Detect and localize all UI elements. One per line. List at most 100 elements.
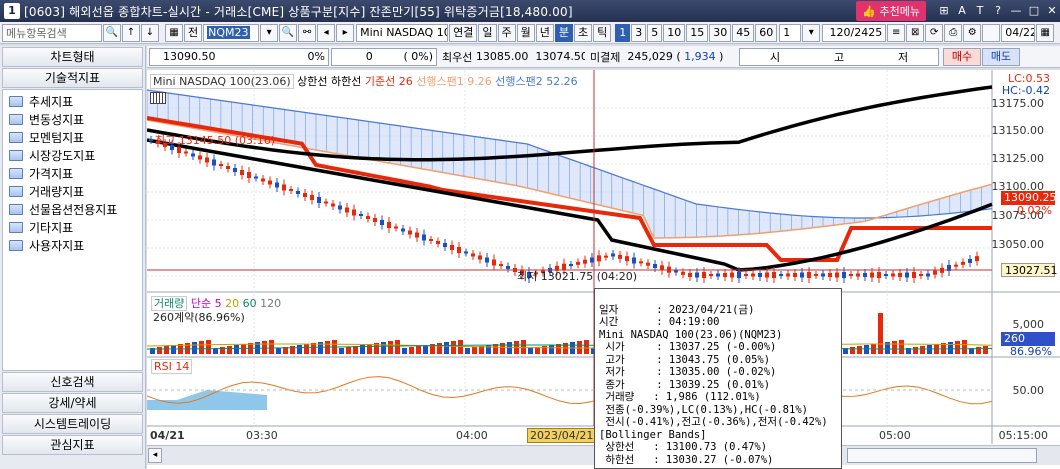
signal-search-button[interactable]: 신호검색 (2, 372, 143, 392)
tree-item-price[interactable]: 가격지표 (3, 164, 142, 182)
symbol-code-text: NQM23 (207, 26, 250, 39)
watch-indicator-button[interactable]: 관심지표 (2, 435, 143, 455)
tree-item-trend[interactable]: 추세지표 (3, 92, 142, 110)
count-field[interactable]: 120/2425 (822, 23, 887, 42)
current-price-box: 13090.25 (1001, 191, 1057, 205)
candle-body (919, 274, 923, 276)
candle-body (240, 170, 244, 175)
interval-30[interactable]: 30 (709, 23, 732, 42)
volume-bar (500, 343, 505, 354)
maximize-icon[interactable]: □ (1028, 4, 1040, 17)
legend-symbol: Mini NASDAQ 100(23.06) (150, 74, 294, 89)
tooltip-line: 종가 : 13039.25 (0.01%) (599, 378, 771, 391)
crosshair-time-box: 2023/04/21( (527, 428, 601, 443)
scroll-thumb[interactable] (847, 448, 1037, 463)
tooltip-line: 시간 : 04:19:00 (599, 316, 720, 328)
candle-body (226, 166, 230, 169)
volume-bar (213, 348, 218, 354)
y-tick: 13125.00 (991, 152, 1045, 165)
bull-bear-button[interactable]: 강세/약세 (2, 393, 143, 413)
list-icon[interactable]: ≡ (887, 23, 906, 42)
arrow-up-icon[interactable]: ↑ (122, 23, 140, 42)
interval-select[interactable]: 1 (779, 23, 802, 42)
tech-indicator-button[interactable]: 기술적지표 (2, 68, 143, 88)
system-trading-button[interactable]: 시스템트레이딩 (2, 414, 143, 434)
font-size-icon[interactable]: A (958, 4, 966, 17)
chart-area[interactable]: Mini NASDAQ 100(23.06) 상한선 하한선 기준선 26 선행… (147, 70, 1060, 469)
candle-body (506, 266, 510, 269)
pin-icon[interactable]: T (976, 4, 984, 17)
interval-1[interactable]: 1 (615, 23, 631, 42)
sell-button[interactable]: 매도 (982, 47, 1020, 66)
candle-body (604, 255, 608, 258)
period-month[interactable]: 월 (516, 23, 535, 42)
period-day[interactable]: 일 (478, 23, 497, 42)
tree-item-momentum[interactable]: 모멘텀지표 (3, 128, 142, 146)
recommend-menu-button[interactable]: 👍 추천메뉴 (856, 1, 926, 21)
buy-button[interactable]: 매수 (943, 47, 981, 66)
tree-item-market-strength[interactable]: 시장강도지표 (3, 146, 142, 164)
period-tick[interactable]: 틱 (593, 23, 612, 42)
interval-3[interactable]: 3 (631, 23, 647, 42)
zoom-icon[interactable]: ⊠ (906, 23, 925, 42)
print-icon[interactable]: ⎙ (944, 23, 963, 42)
chart-type-button[interactable]: 차트형태 (2, 47, 143, 67)
search-icon[interactable]: 🔍 (103, 23, 121, 42)
tree-item-user[interactable]: 사용자지표 (3, 236, 142, 254)
candle-body (527, 272, 531, 278)
price-field: 13090.50 0% (149, 47, 329, 66)
candle-body (471, 253, 475, 257)
candle-body (177, 147, 181, 153)
interval-5[interactable]: 5 (647, 23, 663, 42)
interval-chevron-icon[interactable]: ▾ (802, 23, 821, 42)
period-continuous[interactable]: 연결 (449, 23, 478, 42)
volume-bar (549, 345, 554, 354)
date-field[interactable]: 04/22 (1001, 23, 1036, 42)
checkbox-icon[interactable] (982, 23, 1001, 42)
chart-icon[interactable]: ▦ (165, 23, 183, 42)
candle-body (590, 257, 594, 263)
minimize-icon[interactable]: — (1010, 4, 1022, 17)
help-icon[interactable]: ? (995, 4, 1001, 17)
open-label: 시 (769, 50, 781, 64)
chevron-down-icon[interactable]: ▾ (260, 23, 279, 42)
tree-item-other[interactable]: 기타지표 (3, 218, 142, 236)
refresh-icon[interactable]: ⟳ (925, 23, 944, 42)
crosshair-price-box: 13027.51 (1001, 263, 1058, 277)
settings-icon[interactable]: ⚙ (963, 23, 982, 42)
arrow-down-icon[interactable]: ↓ (141, 23, 159, 42)
scroll-left-icon[interactable]: ◂ (148, 448, 162, 463)
period-year[interactable]: 년 (535, 23, 554, 42)
volume-bar (976, 347, 981, 354)
close-icon[interactable]: ✕ (1047, 4, 1057, 17)
interval-60[interactable]: 60 (755, 23, 778, 42)
tree-item-futures-options[interactable]: 선물옵션전용지표 (3, 200, 142, 218)
search-symbol-icon[interactable]: 🔍 (279, 23, 298, 42)
period-second[interactable]: 초 (574, 23, 593, 42)
layout-icon[interactable]: ⊞ (939, 4, 949, 17)
period-minute[interactable]: 분 (554, 23, 573, 42)
candle-body (170, 145, 174, 150)
menu-search-input[interactable]: 메뉴항목검색 (2, 23, 102, 42)
interval-10[interactable]: 10 (663, 23, 686, 42)
symbol-code-input[interactable]: NQM23 (203, 23, 260, 42)
candle-body (296, 191, 300, 194)
prev-icon[interactable]: ◂ (317, 23, 336, 42)
volume-bar (227, 346, 232, 354)
candle-body (968, 259, 972, 263)
candle-body (198, 155, 202, 160)
next-icon[interactable]: ▸ (336, 23, 355, 42)
calendar-icon[interactable]: ▦ (1036, 23, 1055, 42)
tree-item-volatility[interactable]: 변동성지표 (3, 110, 142, 128)
jeon-button[interactable]: 전 (184, 23, 203, 42)
interval-15[interactable]: 15 (686, 23, 709, 42)
candle-body (212, 159, 216, 166)
tree-item-volume[interactable]: 거래량지표 (3, 182, 142, 200)
interval-45[interactable]: 45 (732, 23, 755, 42)
link-icon[interactable]: ⚯ (298, 23, 317, 42)
grid-icon[interactable] (150, 92, 166, 104)
volume-bar (269, 340, 274, 354)
period-week[interactable]: 주 (497, 23, 516, 42)
volume-bar (521, 340, 526, 354)
